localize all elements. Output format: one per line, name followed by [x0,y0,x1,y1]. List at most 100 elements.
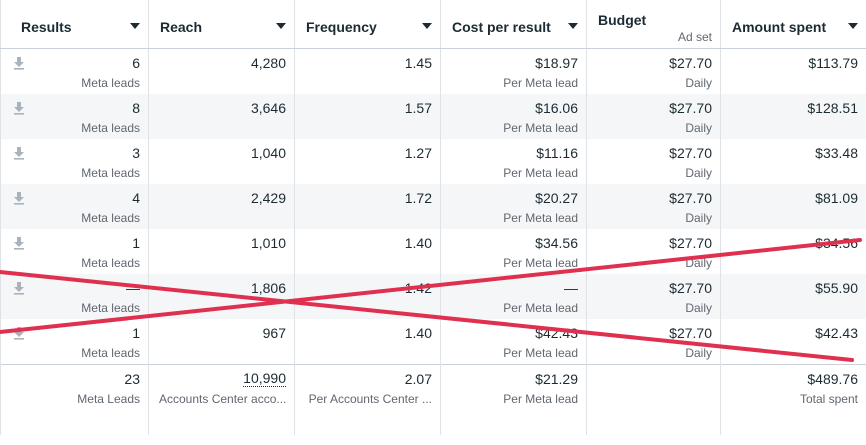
frequency-value: 1.40 [404,235,432,251]
frequency-cell: 1.42 [294,274,441,319]
results-sublabel: Meta leads [81,301,140,315]
frequency-value: 1.57 [404,100,432,116]
column-header-budget[interactable]: Budget Ad set [586,0,721,49]
sort-caret-icon[interactable] [422,23,432,29]
cost-per-result-cell: $34.56 Per Meta lead [440,229,587,274]
amount-spent-cell: $34.56 [720,229,866,274]
column-header-cost-per-result[interactable]: Cost per result [440,0,587,49]
amount-spent-cell: $42.43 [720,319,866,365]
column-header-reach[interactable]: Reach [148,0,295,49]
table-row[interactable]: — Meta leads 1,806 1.42 — Per Meta lead $27.70… [0,274,866,319]
budget-sublabel: Daily [685,301,712,315]
download-icon[interactable] [13,326,25,340]
amount-spent-value: $55.90 [815,280,858,296]
cost-per-result-value: $18.97 [535,55,578,71]
table-row[interactable]: 1 Meta leads 1,010 1.40 $34.56 Per Meta lead $… [0,229,866,274]
results-cell: 3 Meta leads [0,139,149,184]
reach-value: 1,040 [250,145,286,161]
results-cell: — Meta leads [0,274,149,319]
results-value: 1 [132,235,140,251]
sort-caret-icon[interactable] [848,23,858,29]
download-icon[interactable] [13,146,25,160]
cost-per-result-sublabel: Per Meta lead [503,346,578,360]
budget-cell: $27.70 Daily [586,48,721,94]
amount-spent-value: $42.43 [815,325,858,341]
budget-sublabel: Daily [685,76,712,90]
cost-per-result-cell: $11.16 Per Meta lead [440,139,587,184]
column-header-label: Cost per result [452,19,551,35]
results-value: — [126,280,140,296]
total-results-value: 23 [124,371,140,387]
results-sublabel: Meta leads [81,121,140,135]
results-value: 8 [132,100,140,116]
frequency-value: 1.27 [404,145,432,161]
reach-value: 1,010 [250,235,286,251]
table-row[interactable]: 4 Meta leads 2,429 1.72 $20.27 Per Meta lead $… [0,184,866,229]
total-reach-cell: 10,990 Accounts Center acco... [148,364,295,435]
cost-per-result-sublabel: Per Meta lead [503,301,578,315]
results-cell: 4 Meta leads [0,184,149,229]
cost-per-result-value: $42.43 [535,325,578,341]
download-icon[interactable] [13,56,25,70]
table-row[interactable]: 6 Meta leads 4,280 1.45 $18.97 Per Meta lead $… [0,48,866,94]
total-results-sublabel: Meta Leads [77,392,140,406]
sort-caret-icon[interactable] [276,23,286,29]
cost-per-result-sublabel: Per Meta lead [503,256,578,270]
table-row[interactable]: 1 Meta leads 967 1.40 $42.43 Per Meta lead $27… [0,319,866,365]
table-row[interactable]: 3 Meta leads 1,040 1.27 $11.16 Per Meta lead $… [0,139,866,184]
budget-value: $27.70 [669,325,712,341]
column-header-frequency[interactable]: Frequency [294,0,441,49]
results-value: 6 [132,55,140,71]
amount-spent-cell: $113.79 [720,48,866,94]
reach-value: 3,646 [250,100,286,116]
results-cell: 6 Meta leads [0,48,149,94]
budget-value: $27.70 [669,145,712,161]
amount-spent-cell: $55.90 [720,274,866,319]
total-reach-value[interactable]: 10,990 [243,370,286,387]
reach-cell: 3,646 [148,94,295,139]
budget-value: $27.70 [669,280,712,296]
column-header-label: Amount spent [732,19,827,35]
download-icon[interactable] [13,101,25,115]
frequency-cell: 1.40 [294,229,441,274]
reach-value: 1,806 [250,280,286,296]
download-icon[interactable] [13,191,25,205]
column-header-label: Reach [160,19,203,35]
reach-cell: 4,280 [148,48,295,94]
sort-caret-icon[interactable] [568,23,578,29]
cost-per-result-cell: — Per Meta lead [440,274,587,319]
results-value: 4 [132,190,140,206]
budget-sublabel: Daily [685,346,712,360]
budget-cell: $27.70 Daily [586,94,721,139]
amount-spent-value: $33.48 [815,145,858,161]
reach-cell: 1,040 [148,139,295,184]
budget-value: $27.70 [669,190,712,206]
frequency-cell: 1.57 [294,94,441,139]
download-icon[interactable] [13,281,25,295]
frequency-cell: 1.27 [294,139,441,184]
cost-per-result-sublabel: Per Meta lead [503,121,578,135]
budget-value: $27.70 [669,55,712,71]
budget-cell: $27.70 Daily [586,139,721,184]
column-header-label: Frequency [306,19,377,35]
reach-value: 2,429 [250,190,286,206]
column-header-sublabel: Ad set [677,30,712,44]
reach-value: 967 [262,325,286,341]
cost-per-result-cell: $18.97 Per Meta lead [440,48,587,94]
total-frequency-value: 2.07 [404,371,432,387]
column-header-results[interactable]: Results [0,0,149,49]
results-cell: 1 Meta leads [0,229,149,274]
cost-per-result-cell: $20.27 Per Meta lead [440,184,587,229]
cost-per-result-sublabel: Per Meta lead [503,76,578,90]
total-cost-sublabel: Per Meta lead [503,392,578,406]
table-row[interactable]: 8 Meta leads 3,646 1.57 $16.06 Per Meta lead $… [0,94,866,139]
total-cost-cell: $21.29 Per Meta lead [440,364,587,435]
total-spent-sublabel: Total spent [799,392,858,406]
totals-row: 23 Meta Leads 10,990 Accounts Center acc… [0,364,866,435]
total-cost-value: $21.29 [535,371,578,387]
download-icon[interactable] [13,236,25,250]
sort-caret-icon[interactable] [130,23,140,29]
column-header-amount-spent[interactable]: Amount spent [720,0,866,49]
budget-cell: $27.70 Daily [586,274,721,319]
